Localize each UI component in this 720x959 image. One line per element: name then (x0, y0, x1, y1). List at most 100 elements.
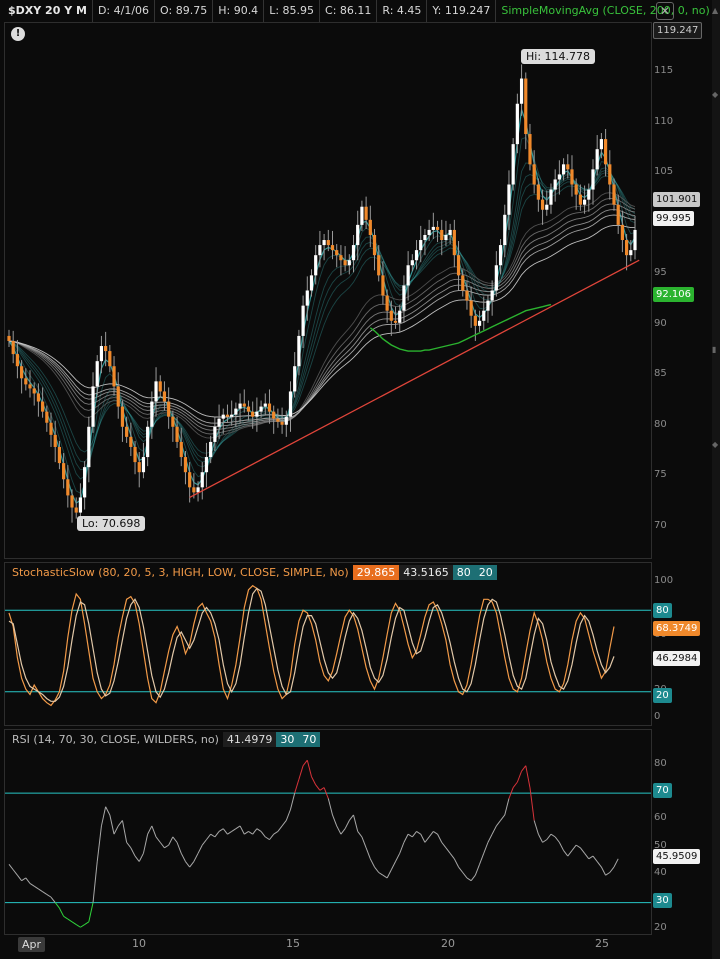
side-scroll-icon[interactable]: ▮ (712, 345, 717, 354)
side-tool-icon[interactable]: ◆ (712, 90, 719, 99)
rsi-segment (105, 806, 111, 816)
stoch-slowd-line (8, 587, 615, 702)
candle-body (393, 320, 398, 323)
rsi-segment (508, 787, 514, 799)
rsi-segment (550, 833, 556, 838)
symbol-label[interactable]: $DXY 20 Y M (4, 0, 93, 22)
rsi-segment (290, 792, 296, 810)
rsi-segment (80, 924, 85, 928)
rsi-segment (546, 833, 552, 840)
candle-body (112, 366, 116, 387)
candle-body (104, 346, 108, 352)
price-tick: 70 (654, 519, 667, 531)
side-toolbar[interactable]: ▲ ◆ ▮ ◆ (712, 0, 720, 959)
candle-body (255, 411, 259, 417)
candle-body (444, 234, 448, 241)
candle-body (259, 406, 263, 412)
candle-body (125, 426, 129, 437)
rsi-segment (46, 893, 52, 898)
candle-body (137, 462, 141, 473)
stoch-tick: 100 (654, 575, 674, 586)
ribbon-line-35 (8, 197, 636, 435)
price-panel[interactable]: ! Hi: 114.778 Lo: 70.698 (4, 22, 652, 559)
ribbon-line-10 (8, 169, 636, 471)
rsi-segment (155, 836, 161, 843)
rsi-segment (201, 839, 207, 846)
price-axis[interactable]: 119.247 115110105100959085807570 101.901… (652, 22, 712, 559)
rsi-segment (214, 831, 220, 838)
candle-body (553, 179, 557, 190)
rsi-segment (315, 784, 321, 791)
rsi-segment (500, 814, 506, 821)
candle-body (213, 426, 217, 442)
rsi-segment (537, 833, 544, 843)
rsi-segment (210, 833, 216, 838)
rsi-segment (269, 833, 275, 840)
rsi-segment (407, 833, 413, 838)
rsi-segment (420, 833, 426, 843)
rsi-segment (378, 872, 384, 876)
candle-body (318, 245, 322, 256)
candle-body (633, 229, 637, 251)
candle-body (146, 426, 150, 458)
candle-body (591, 169, 595, 190)
rsi-segment (256, 828, 262, 832)
stoch-tick: 0 (654, 711, 661, 722)
rsi-segment (592, 855, 598, 862)
rsi-segment (231, 828, 237, 832)
side-arrow-icon[interactable]: ▲ (712, 6, 719, 15)
sma-study-label[interactable]: SimpleMovingAvg (CLOSE, 200, 0, no) (496, 0, 716, 22)
rsi-segment (21, 877, 27, 882)
lo-label: Lo: 70.698 (77, 516, 146, 531)
rsi-title[interactable]: RSI (14, 70, 30, CLOSE, WILDERS, no) (12, 733, 219, 746)
stochastic-os-value: 20 (474, 565, 497, 580)
candle-body (129, 436, 133, 447)
candle-body (448, 229, 452, 235)
rsi-panel[interactable]: RSI (14, 70, 30, CLOSE, WILDERS, no) 41.… (4, 729, 652, 935)
info-icon[interactable]: ! (11, 27, 25, 41)
rsi-segment (533, 820, 539, 835)
candle-body (406, 265, 410, 286)
rsi-segment (63, 915, 69, 920)
price-chart (7, 64, 640, 523)
rsi-segment (357, 831, 363, 838)
candle-body (582, 199, 587, 205)
stochastic-title[interactable]: StochasticSlow (80, 20, 5, 3, HIGH, LOW,… (12, 566, 349, 579)
candle-body (498, 245, 503, 266)
candle-body (549, 189, 553, 205)
rsi-segment (58, 907, 65, 917)
candle-body (511, 144, 515, 185)
candle-body (70, 495, 74, 508)
candle-body (133, 446, 137, 463)
rsi-segment (75, 924, 81, 928)
price-tick: 95 (654, 267, 667, 279)
x-label-apr: Apr (18, 937, 46, 952)
side-zoom-icon[interactable]: ◆ (712, 440, 719, 449)
candle-body (545, 204, 549, 210)
rsi-segment (353, 814, 359, 832)
candle-body (158, 381, 162, 392)
ribbon-line-12 (8, 172, 636, 463)
tag-rsi-30: 30 (653, 893, 672, 908)
candle-body (360, 206, 364, 225)
rsi-segment (399, 842, 405, 854)
rsi-segment (151, 825, 157, 838)
y-readout: Y: 119.247 (427, 0, 497, 22)
candle-body (217, 418, 221, 427)
time-axis[interactable]: Apr 10 15 20 25 (4, 935, 652, 959)
rsi-segment (449, 853, 455, 860)
stochastic-panel[interactable]: StochasticSlow (80, 20, 5, 3, HIGH, LOW,… (4, 562, 652, 726)
support-trendline (189, 259, 640, 499)
candle-body (465, 290, 469, 301)
close-icon[interactable]: ✕ (656, 2, 674, 20)
rsi-axis[interactable]: 80706050403020 70 45.9509 30 (652, 729, 712, 935)
candle-body (87, 426, 91, 468)
candle-body (24, 378, 28, 385)
candle-body (200, 472, 204, 488)
rsi-tick: 40 (654, 867, 667, 879)
candle-body (440, 229, 444, 241)
rsi-segment (395, 853, 401, 862)
candle-body (503, 214, 507, 246)
rsi-value: 41.4979 (222, 732, 277, 747)
stochastic-axis[interactable]: 100806040200 80 68.3749 46.2984 20 (652, 562, 712, 726)
